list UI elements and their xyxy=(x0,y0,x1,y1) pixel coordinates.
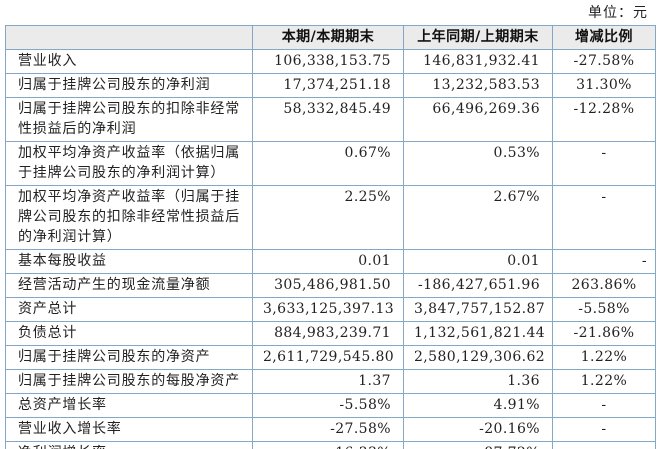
table-row: 基本每股收益 0.01 0.01 - xyxy=(5,249,656,274)
row-prior-value: 1.36 xyxy=(403,369,553,394)
row-change-value: -21.86% xyxy=(552,321,656,346)
row-current-value: 884,983,239.71 xyxy=(252,321,404,346)
row-change-value: - xyxy=(552,417,656,442)
table-row: 加权平均净资产收益率（依据归属于挂牌公司股东的净利润计算） 0.67% 0.53… xyxy=(5,141,656,186)
table-row: 营业收入 106,338,153.75 146,831,932.41 -27.5… xyxy=(5,49,656,74)
row-current-value: 3,633,125,397.13 xyxy=(252,297,404,322)
row-current-value: 305,486,981.50 xyxy=(252,273,404,298)
table-body: 营业收入 106,338,153.75 146,831,932.41 -27.5… xyxy=(5,49,656,449)
row-label: 归属于挂牌公司股东的每股净资产 xyxy=(5,369,253,394)
row-change-value: -5.58% xyxy=(552,297,656,322)
row-prior-value: 13,232,583.53 xyxy=(403,73,553,98)
row-prior-value: 3,847,757,152.87 xyxy=(403,297,553,322)
table-row: 加权平均净资产收益率（归属于挂牌公司股东的扣除非经常性损益后的净利润计算） 2.… xyxy=(5,185,656,250)
row-change-value: - xyxy=(552,393,656,418)
row-label: 归属于挂牌公司股东的净资产 xyxy=(5,345,253,370)
row-current-value: -27.58% xyxy=(252,417,404,442)
table-header: 本期/本期期末 上年同期/上期期末 增减比例 xyxy=(5,25,656,50)
table-row: 营业收入增长率 -27.58% -20.16% - xyxy=(5,417,656,442)
row-change-value: 1.22% xyxy=(552,345,656,370)
row-current-value: 2.25% xyxy=(252,185,404,250)
row-prior-value: -20.16% xyxy=(403,417,553,442)
row-label: 负债总计 xyxy=(5,321,253,346)
header-change-ratio: 增减比例 xyxy=(552,25,656,50)
row-label: 加权平均净资产收益率（归属于挂牌公司股东的扣除非经常性损益后的净利润计算） xyxy=(5,185,253,250)
table-row: 归属于挂牌公司股东的净资产 2,611,729,545.80 2,580,129… xyxy=(5,345,656,370)
row-prior-value: 146,831,932.41 xyxy=(403,49,553,74)
row-prior-value: 4.91% xyxy=(403,393,553,418)
table-row: 归属于挂牌公司股东的扣除非经常性损益后的净利润 58,332,845.49 66… xyxy=(5,97,656,142)
row-label: 资产总计 xyxy=(5,297,253,322)
table-row: 净利润增长率 16.33% -87.72% - xyxy=(5,441,656,449)
row-change-value: - xyxy=(552,185,656,250)
header-prior-period: 上年同期/上期期末 xyxy=(403,25,553,50)
unit-label: 单位：元 xyxy=(588,5,648,21)
header-row: 本期/本期期末 上年同期/上期期末 增减比例 xyxy=(5,25,656,50)
row-prior-value: 0.53% xyxy=(403,141,553,186)
row-prior-value: 2.67% xyxy=(403,185,553,250)
row-label: 归属于挂牌公司股东的净利润 xyxy=(5,73,253,98)
row-current-value: 16.33% xyxy=(252,441,404,449)
row-change-value: - xyxy=(552,141,656,186)
row-current-value: 17,374,251.18 xyxy=(252,73,404,98)
row-change-value: -27.58% xyxy=(552,49,656,74)
table-row: 总资产增长率 -5.58% 4.91% - xyxy=(5,393,656,418)
row-current-value: 1.37 xyxy=(252,369,404,394)
row-label: 营业收入增长率 xyxy=(5,417,253,442)
table-row: 负债总计 884,983,239.71 1,132,561,821.44 -21… xyxy=(5,321,656,346)
table-row: 归属于挂牌公司股东的净利润 17,374,251.18 13,232,583.5… xyxy=(5,73,656,98)
row-label: 归属于挂牌公司股东的扣除非经常性损益后的净利润 xyxy=(5,97,253,142)
row-prior-value: 66,496,269.36 xyxy=(403,97,553,142)
row-change-value: - xyxy=(552,249,656,274)
row-label: 加权平均净资产收益率（依据归属于挂牌公司股东的净利润计算） xyxy=(5,141,253,186)
row-prior-value: 1,132,561,821.44 xyxy=(403,321,553,346)
row-change-value: 1.22% xyxy=(552,369,656,394)
row-prior-value: -186,427,651.96 xyxy=(403,273,553,298)
row-prior-value: 0.01 xyxy=(403,249,553,274)
header-item-name xyxy=(5,25,253,50)
row-label: 经营活动产生的现金流量净额 xyxy=(5,273,253,298)
row-prior-value: 2,580,129,306.62 xyxy=(403,345,553,370)
header-current-period: 本期/本期期末 xyxy=(252,25,404,50)
financial-summary-table: 本期/本期期末 上年同期/上期期末 增减比例 营业收入 106,338,153.… xyxy=(5,25,656,449)
row-change-value: -12.28% xyxy=(552,97,656,142)
row-change-value: - xyxy=(552,441,656,449)
row-current-value: 0.67% xyxy=(252,141,404,186)
row-current-value: -5.58% xyxy=(252,393,404,418)
row-current-value: 58,332,845.49 xyxy=(252,97,404,142)
row-label: 总资产增长率 xyxy=(5,393,253,418)
table-row: 归属于挂牌公司股东的每股净资产 1.37 1.36 1.22% xyxy=(5,369,656,394)
row-label: 营业收入 xyxy=(5,49,253,74)
table-row: 资产总计 3,633,125,397.13 3,847,757,152.87 -… xyxy=(5,297,656,322)
row-label: 净利润增长率 xyxy=(5,441,253,449)
row-change-value: 263.86% xyxy=(552,273,656,298)
row-change-value: 31.30% xyxy=(552,73,656,98)
row-current-value: 106,338,153.75 xyxy=(252,49,404,74)
row-label: 基本每股收益 xyxy=(5,249,253,274)
row-current-value: 2,611,729,545.80 xyxy=(252,345,404,370)
row-prior-value: -87.72% xyxy=(403,441,553,449)
table-row: 经营活动产生的现金流量净额 305,486,981.50 -186,427,65… xyxy=(5,273,656,298)
row-current-value: 0.01 xyxy=(252,249,404,274)
